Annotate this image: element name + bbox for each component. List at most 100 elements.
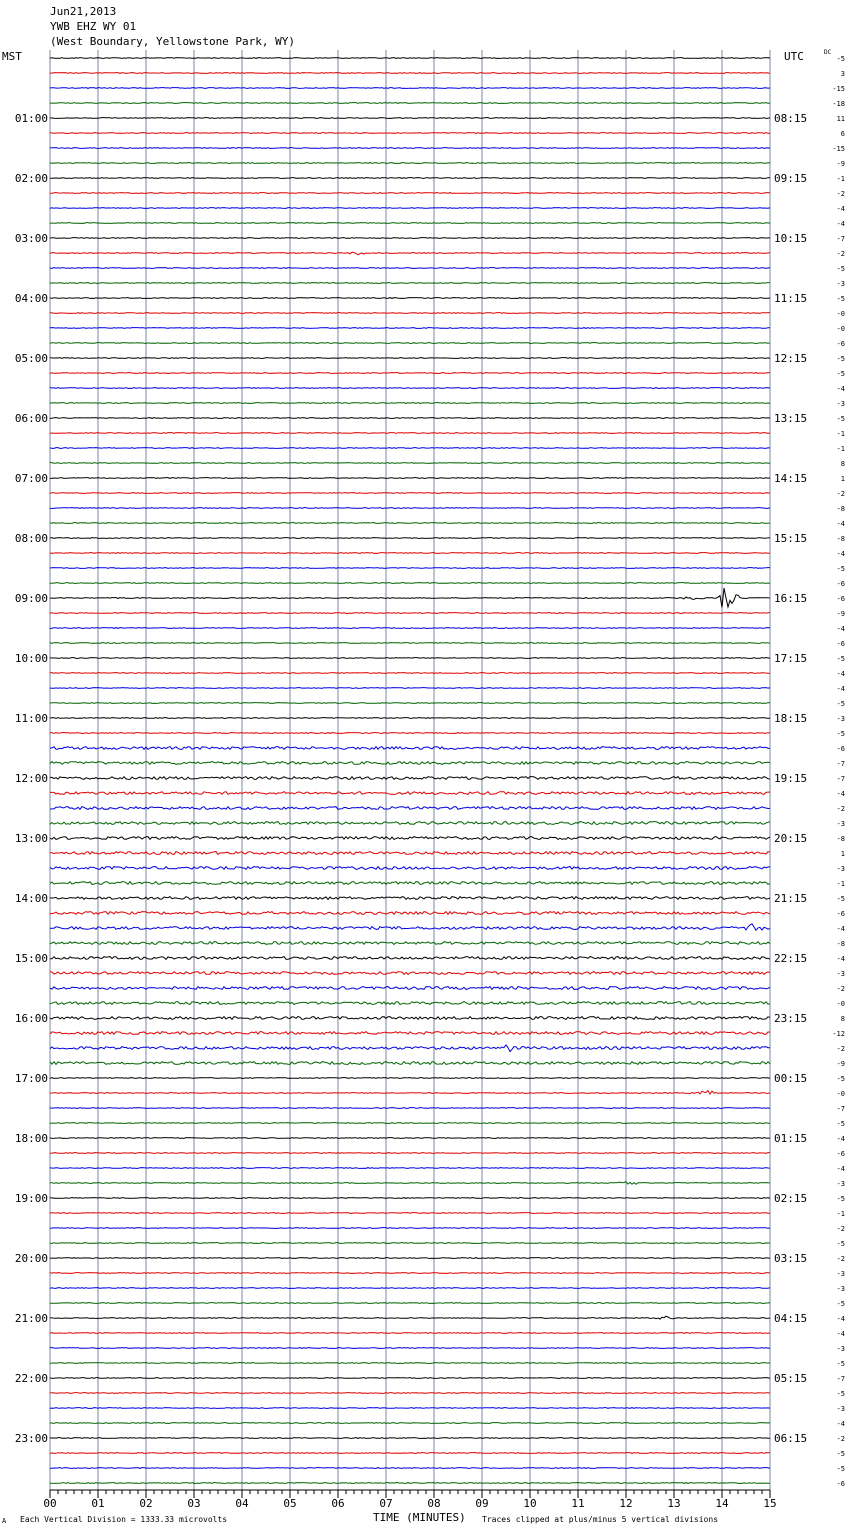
trace-line [49,1407,771,1409]
dc-offset-label: -4 [837,520,845,528]
trace-line [49,1077,771,1079]
trace-line [49,1044,770,1053]
dc-offset-label: -1 [837,430,845,438]
x-tick-label: 14 [715,1497,729,1510]
utc-hour-label: 04:15 [774,1312,807,1325]
trace-line [49,492,771,494]
mst-hour-label: 03:00 [15,232,48,245]
trace-line [49,1362,771,1364]
x-tick-label: 09 [475,1497,488,1510]
dc-offset-label: -5 [837,655,845,663]
x-tick-label: 03 [187,1497,200,1510]
trace-line [49,805,771,811]
dc-offset-label: -6 [837,910,845,918]
trace-line [49,147,771,149]
trace-line [49,162,771,164]
trace-line [49,985,771,991]
utc-hour-label: 18:15 [774,712,807,725]
dc-offset-label: -8 [837,940,845,948]
dc-offset-label: -5 [837,370,845,378]
dc-offset-label: -2 [837,1045,845,1053]
dc-offset-label: -5 [837,295,845,303]
trace-line [50,1152,770,1154]
mst-hour-label: 19:00 [15,1192,48,1205]
trace-line [49,880,771,886]
dc-offset-label: -8 [837,535,845,543]
trace-line [49,895,771,901]
utc-hour-label: 16:15 [774,592,807,605]
utc-hour-label: 06:15 [774,1432,807,1445]
station-code: YWB EHZ WY 01 [50,20,137,33]
dc-offset-label: -7 [837,1105,845,1113]
trace-line [49,1167,771,1169]
minute-grid [49,50,771,1498]
mst-hour-label: 20:00 [15,1252,48,1265]
trace-line [49,312,771,314]
utc-hour-label: 19:15 [774,772,807,785]
trace-line [49,372,771,374]
dc-offset-label: 8 [841,460,845,468]
dc-offset-label: -5 [837,730,845,738]
dc-offset-header: DC [824,49,832,56]
dc-offset-label: -5 [837,1360,845,1368]
dc-offset-label: -0 [837,325,845,333]
corner-mark: A [2,1517,7,1525]
dc-offset-label: -0 [837,310,845,318]
x-tick-label: 06 [331,1497,344,1510]
trace-line [49,1287,771,1289]
utc-hour-label: 14:15 [774,472,807,485]
trace-line [49,57,771,59]
trace-line [49,537,771,539]
trace-line [49,1089,771,1096]
x-tick-label: 04 [235,1497,249,1510]
dc-offset-label: -3 [837,1405,845,1413]
dc-offset-label: -1 [837,1210,845,1218]
utc-hour-label: 17:15 [774,652,807,665]
trace-line [49,820,771,826]
mst-hour-label: 01:00 [15,112,48,125]
trace-line [49,267,771,269]
trace-line [49,1137,771,1139]
mst-hour-label: 06:00 [15,412,48,425]
trace-line [49,282,770,284]
dc-offset-label: -6 [837,580,845,588]
dc-offset-label: -7 [837,775,845,783]
dc-offset-label: -5 [837,565,845,573]
dc-offset-label: -2 [837,1225,845,1233]
dc-offset-label: -4 [837,790,845,798]
dc-offset-label: -12 [832,1030,845,1038]
mst-hour-label: 09:00 [15,592,48,605]
trace-line [49,1392,771,1394]
trace-line [49,1197,771,1199]
x-tick-label: 15 [763,1497,776,1510]
dc-offset-label: -1 [837,445,845,453]
mst-hour-label: 16:00 [15,1012,48,1025]
mst-hour-label: 07:00 [15,472,48,485]
trace-line [49,732,771,734]
dc-offset-label: -15 [832,85,845,93]
trace-line [49,522,771,524]
dc-offset-label: -5 [837,895,845,903]
dc-offset-label: -5 [837,265,845,273]
dc-offset-label: -3 [837,1285,845,1293]
dc-offset-label: -4 [837,670,845,678]
utc-hour-label: 00:15 [774,1072,807,1085]
trace-line [49,1060,771,1066]
dc-offset-label: 6 [841,130,845,138]
left-timezone-label: MST [2,50,22,63]
dc-offset-label: -9 [837,610,845,618]
dc-offset-label: -6 [837,595,845,603]
trace-line [49,612,771,614]
dc-offset-label: -3 [837,715,845,723]
dc-offset-label: -5 [837,355,845,363]
dc-offset-label: -4 [837,1420,845,1428]
dc-offset-label: -5 [837,1450,845,1458]
trace-line [49,923,771,932]
dc-offset-label: -4 [837,925,845,933]
utc-hour-label: 10:15 [774,232,807,245]
mst-hour-label: 12:00 [15,772,48,785]
dc-offset-label: -7 [837,235,845,243]
record-date: Jun21,2013 [50,5,117,18]
utc-hour-label: 21:15 [774,892,807,905]
